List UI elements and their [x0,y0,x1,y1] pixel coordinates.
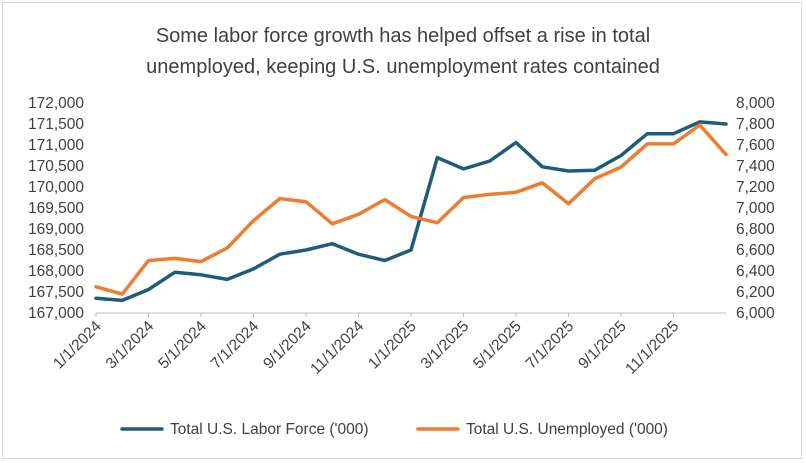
y-right-tick-label: 7,000 [736,200,775,217]
x-tick-label: 3/1/2024 [103,318,158,373]
x-tick-label: 5/1/2025 [470,318,525,373]
x-tick-label: 11/1/2024 [307,318,367,378]
unemployed-line [94,123,728,296]
x-tick-label: 7/1/2024 [208,318,263,373]
x-tick-label: 7/1/2025 [523,318,578,373]
y-left-tick-label: 167,500 [28,284,84,301]
y-right-tick-label: 7,600 [736,137,775,154]
y-right-tick-label: 7,200 [736,179,775,196]
x-tick-label: 11/1/2025 [622,318,682,378]
x-tick-label: 1/1/2025 [365,318,420,373]
y-right-tick-label: 6,800 [736,221,775,238]
y-left-tick-label: 168,000 [28,263,84,280]
y-right-tick-label: 8,000 [736,95,775,112]
y-left-tick-label: 172,000 [28,95,84,112]
y-left-tick-label: 168,500 [28,242,84,259]
chart-title-line-2: unemployed, keeping U.S. unemployment ra… [146,56,660,78]
x-tick-label: 9/1/2025 [575,318,630,373]
y-left-tick-label: 171,500 [28,116,84,133]
y-right-tick-label: 6,600 [736,242,775,259]
labor-force-line [94,120,728,303]
y-right-tick-label: 6,200 [736,284,775,301]
y-left-tick-label: 167,000 [28,305,84,322]
y-left-tick-label: 169,000 [28,221,84,238]
legend-label-unemployed: Total U.S. Unemployed ('000) [466,421,668,438]
y-right-tick-label: 7,400 [736,158,775,175]
y-left-tick-label: 170,500 [28,158,84,175]
y-left-tick-label: 170,000 [28,179,84,196]
x-tick-label: 3/1/2025 [418,318,473,373]
x-tick-label: 5/1/2024 [155,318,210,373]
y-right-tick-label: 7,800 [736,116,775,133]
chart-title-line-1: Some labor force growth has helped offse… [156,25,650,47]
y-left-tick-label: 171,000 [28,137,84,154]
legend-label-labor-force: Total U.S. Labor Force ('000) [170,421,369,438]
x-tick-label: 1/1/2024 [50,318,105,373]
chart-frame [2,2,802,459]
y-right-tick-label: 6,000 [736,305,775,322]
y-right-tick-label: 6,400 [736,263,775,280]
y-left-tick-label: 169,500 [28,200,84,217]
x-tick-label: 9/1/2024 [260,318,315,373]
